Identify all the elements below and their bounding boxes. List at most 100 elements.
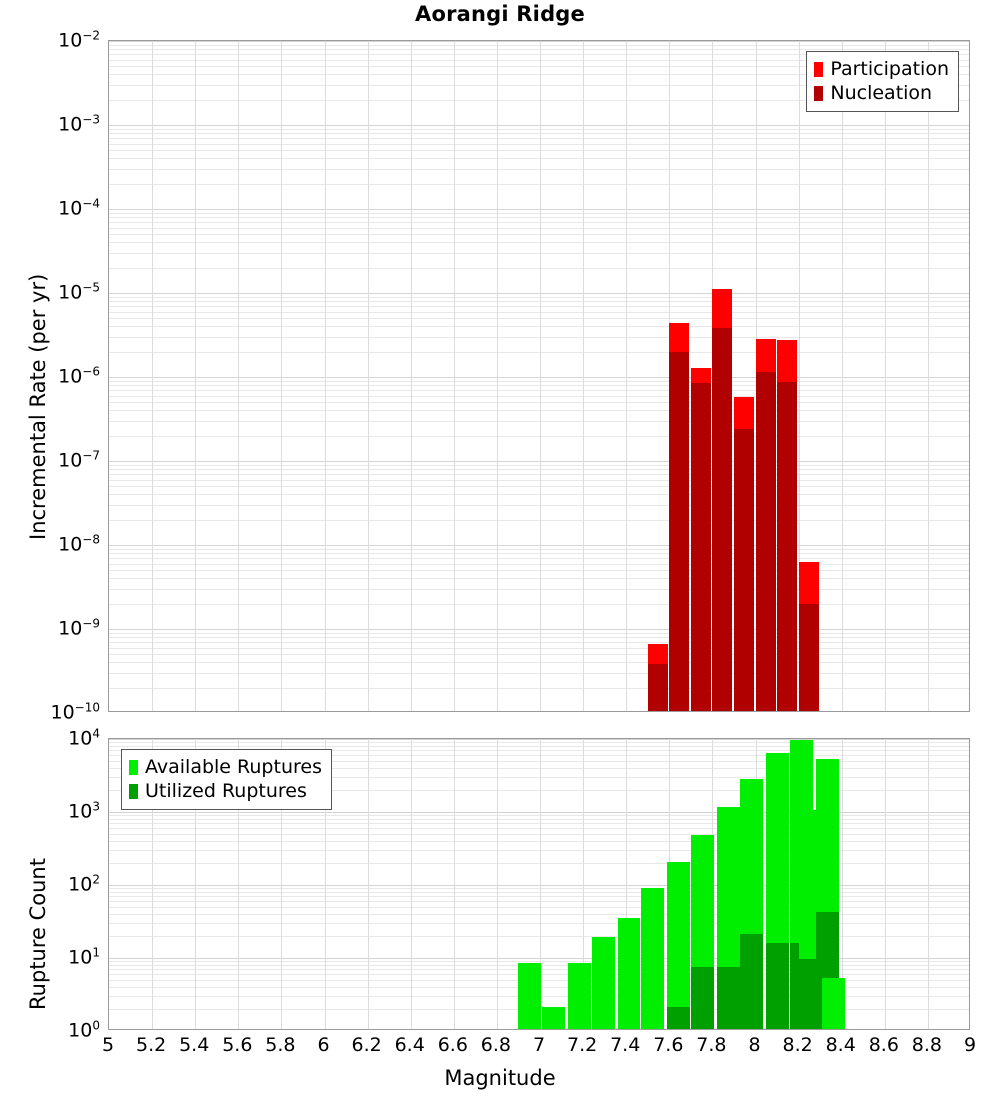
gridline-minor: [109, 133, 969, 135]
gridline-vertical: [798, 41, 800, 711]
y-axis-tick-label: 10−5: [58, 280, 100, 304]
gridline-vertical: [410, 41, 412, 711]
gridline-minor: [109, 746, 969, 748]
gridline-minor: [109, 760, 969, 762]
x-axis-tick-label: 7.2: [566, 1034, 598, 1056]
y-axis-ticks-top: 10−2 10−3 10−4 10−5 10−6 10−7 10−8 10−9 10−10: [4, 28, 100, 723]
rate-bars: [109, 41, 969, 711]
y-axis-tick-label: 10−10: [50, 700, 100, 724]
y-axis-tick-label: 10−7: [58, 448, 100, 472]
gridline-minor: [109, 888, 969, 890]
y-axis-tick-label: 10−9: [58, 616, 100, 640]
gridline-minor: [109, 768, 969, 770]
legend-swatch-nucleation: [814, 85, 824, 101]
gridline-minor: [109, 150, 969, 152]
legend-item-nucleation: Nucleation: [814, 81, 949, 105]
gridline-minor: [109, 863, 969, 865]
bar: [798, 810, 822, 1029]
bar: [755, 338, 776, 711]
bar-segment-inner: [690, 383, 711, 711]
x-axis-tick-label: 5.8: [265, 1034, 296, 1056]
gridline-minor: [109, 49, 969, 51]
gridline-minor: [109, 570, 969, 572]
bar: [669, 322, 690, 711]
gridline-minor: [109, 603, 969, 605]
y-axis-tick-label: 104: [68, 726, 100, 750]
gridline-minor: [109, 961, 969, 963]
gridline-vertical: [324, 739, 326, 1029]
gridline-major: [109, 125, 969, 126]
gridline-minor: [109, 168, 969, 170]
gridline-minor: [109, 54, 969, 55]
gridline-minor: [109, 395, 969, 397]
bar: [518, 963, 542, 1029]
x-axis-tick-label: 8.6: [868, 1034, 899, 1056]
bar-segment-inner: [733, 428, 754, 711]
gridline-vertical: [884, 739, 886, 1029]
bar: [690, 368, 711, 711]
gridline-major: [109, 293, 969, 294]
gridline-minor: [109, 252, 969, 254]
x-axis-tick-label: 5.4: [179, 1034, 210, 1056]
gridline-vertical: [927, 41, 929, 711]
gridline-vertical: [626, 739, 628, 1029]
gridline-minor: [109, 420, 969, 422]
bar-segment-outer: [822, 977, 846, 1029]
rupture-bars: [109, 739, 969, 1029]
bar: [617, 918, 641, 1029]
gridline-vertical: [238, 739, 240, 1029]
gridline-major: [109, 461, 969, 462]
y-axis-tick-label: 10−4: [58, 196, 100, 220]
x-axis-title: Magnitude: [444, 1066, 556, 1090]
x-axis-tick-label: 6.6: [437, 1034, 468, 1056]
gridline-minor: [109, 833, 969, 835]
gridline-minor: [109, 222, 969, 223]
x-axis-tick-label: 7.6: [653, 1034, 684, 1056]
bar-segment-outer: [518, 963, 542, 1029]
gridline-minor: [109, 896, 969, 898]
gridline-major: [109, 812, 969, 813]
gridline-minor: [109, 217, 969, 219]
legend-ruptures: Available Ruptures Utilized Ruptures: [121, 749, 332, 810]
gridline-minor: [109, 336, 969, 338]
gridline-vertical: [195, 41, 197, 711]
gridline-minor: [109, 637, 969, 639]
bar-segment-inner: [712, 328, 733, 711]
gridline-major: [109, 377, 969, 378]
gridline-minor: [109, 588, 969, 590]
gridline-minor: [109, 351, 969, 353]
gridline-minor: [109, 901, 969, 903]
bar-segment-inner: [798, 603, 819, 711]
x-axis-tick-label: 8: [748, 1034, 761, 1056]
gridline-vertical: [453, 41, 455, 711]
legend-label-available-ruptures: Available Ruptures: [145, 755, 322, 778]
x-axis-tick-label: 9: [963, 1034, 977, 1056]
gridline-minor: [109, 474, 969, 475]
legend-rate: Participation Nucleation: [806, 51, 959, 112]
y-axis-tick-label: 10−8: [58, 532, 100, 556]
bar: [716, 806, 740, 1029]
gridline-minor: [109, 819, 969, 821]
bar: [667, 861, 690, 1029]
gridline-minor: [109, 828, 969, 830]
x-axis-tick-label: 5.2: [135, 1034, 167, 1056]
gridline-minor: [109, 750, 969, 752]
gridline-minor: [109, 380, 969, 382]
legend-swatch-utilized-ruptures: [129, 783, 138, 799]
bar: [733, 396, 754, 711]
plot-grid-top: [109, 41, 969, 711]
gridline-major: [109, 41, 969, 42]
legend-label-utilized-ruptures: Utilized Ruptures: [145, 779, 307, 802]
bar-segment-inner: [777, 382, 798, 711]
gridline-vertical: [540, 41, 541, 711]
gridline-minor: [109, 318, 969, 320]
gridline-minor: [109, 138, 969, 139]
gridline-minor: [109, 936, 969, 938]
gridline-minor: [109, 494, 969, 496]
bar: [712, 289, 733, 711]
x-axis-tick-label: 6.8: [480, 1034, 511, 1056]
gridline-vertical: [841, 739, 843, 1029]
gridline-vertical: [583, 41, 585, 711]
bar-segment-inner: [740, 934, 764, 1029]
x-axis-tick-label: 7.4: [610, 1034, 641, 1056]
